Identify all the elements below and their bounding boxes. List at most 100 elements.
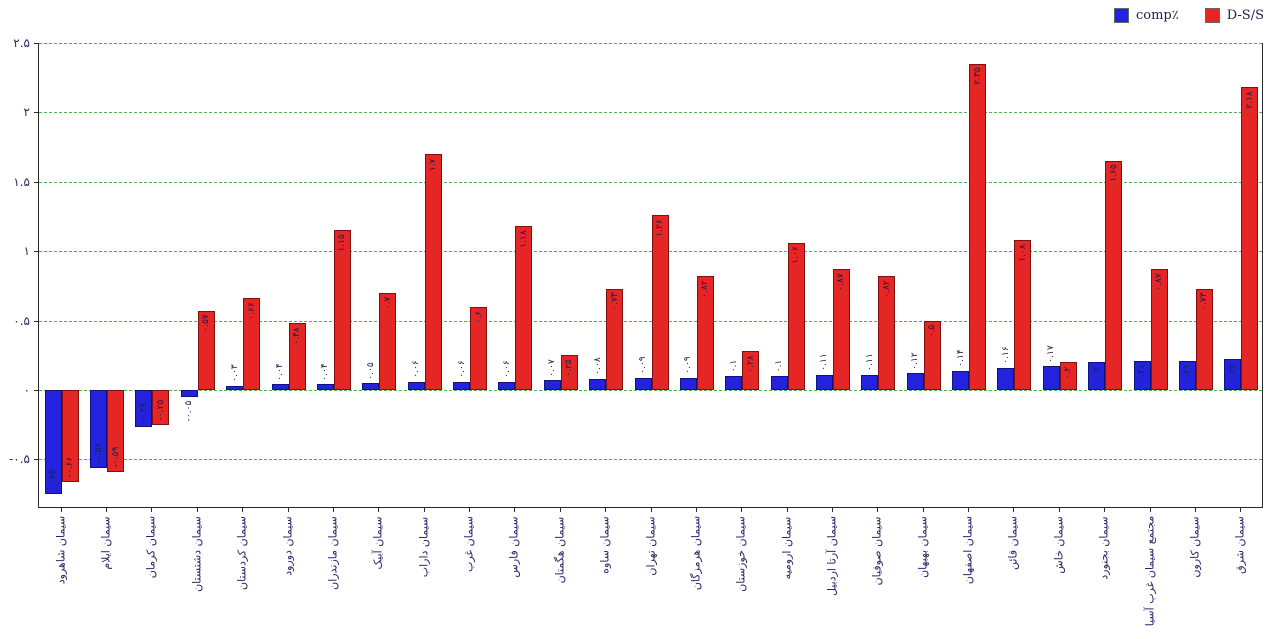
bar-value-label: ۰.۱۴ bbox=[955, 349, 966, 367]
x-tick-label: سیمان هرمزگان bbox=[689, 515, 703, 591]
x-tick bbox=[151, 508, 153, 512]
bar-value-label: ۰.۰۹ bbox=[638, 356, 648, 374]
bar-comp bbox=[861, 374, 879, 390]
bar-value-label: -۰.۶۶ bbox=[65, 456, 76, 478]
bar-comp bbox=[952, 370, 970, 390]
bar-value-label: ۰.۸۲ bbox=[700, 280, 711, 298]
bar-value-label: ۰.۰۶ bbox=[501, 360, 512, 378]
bar-dss bbox=[1195, 288, 1213, 390]
x-tick-label: سیمان قائن bbox=[1006, 516, 1020, 570]
bar-dss bbox=[1059, 362, 1077, 390]
x-tick bbox=[650, 508, 652, 512]
bar-dss bbox=[651, 215, 669, 390]
bar-dss bbox=[787, 242, 805, 390]
x-tick-label: سیمان دورود bbox=[281, 516, 295, 576]
x-tick bbox=[695, 508, 697, 512]
bar-value-label: ۰.۱۶ bbox=[1000, 346, 1011, 364]
x-tick bbox=[332, 508, 334, 512]
bar-value-label: ۱.۱۵ bbox=[337, 234, 348, 252]
legend-item-comp: comp٪ bbox=[1114, 8, 1179, 23]
bar-dss bbox=[379, 292, 397, 390]
y-tick-label: ۱.۵ bbox=[13, 174, 30, 189]
legend-swatch-dss bbox=[1204, 8, 1220, 23]
bar-value-label: ۰.۱۱ bbox=[819, 353, 830, 371]
legend-label: D-S/S bbox=[1226, 8, 1264, 23]
bar-dss bbox=[1150, 269, 1168, 390]
bar-dss bbox=[333, 230, 351, 390]
bar-dss bbox=[152, 390, 170, 425]
x-tick-label: سیمان تهران bbox=[644, 515, 657, 576]
x-tick bbox=[1058, 508, 1060, 512]
x-tick bbox=[1104, 508, 1106, 512]
x-tick bbox=[1149, 508, 1151, 512]
bar-value-label: ۰.۲۲ bbox=[1227, 363, 1238, 381]
x-tick bbox=[559, 508, 561, 512]
plot-area: -۰.۷۵ -۰.۶۶ -۰.۵۶ -۰.۵۹ -۰.۲۷ -۰.۲۵ -۰.۰۵ ۰.۵۷ ۰… bbox=[38, 43, 1263, 508]
grid-line bbox=[39, 320, 1262, 322]
x-tick bbox=[514, 508, 516, 512]
x-tick-label: سیمان خاش bbox=[1052, 515, 1066, 574]
bar-comp bbox=[589, 378, 607, 390]
grid-line bbox=[39, 390, 1262, 391]
bar-value-label: ۱.۰۶ bbox=[791, 246, 802, 265]
bar-comp bbox=[407, 381, 425, 390]
bar-comp bbox=[815, 374, 833, 390]
x-tick-label: سیمان هگمتان bbox=[553, 516, 567, 583]
bar-value-label: ۰.۷ bbox=[382, 297, 393, 310]
x-tick-label: سیمان شرق bbox=[1233, 516, 1247, 574]
bar-comp bbox=[997, 367, 1015, 390]
x-tick-label: سیمان بجنورد bbox=[1097, 515, 1111, 580]
bar-comp bbox=[44, 390, 62, 495]
x-tick bbox=[196, 508, 198, 512]
bar-value-label: -۰.۲۷ bbox=[138, 402, 149, 424]
grid-line bbox=[39, 181, 1262, 183]
bar-value-label: -۰.۲۵ bbox=[155, 399, 166, 421]
grid-line bbox=[39, 43, 1262, 44]
bar-value-label: ۰.۲۱ bbox=[1137, 364, 1148, 383]
y-tick bbox=[34, 251, 38, 253]
bar-value-label: ۰.۲ bbox=[1063, 366, 1074, 380]
y-tick-label: ۱ bbox=[23, 244, 30, 259]
bar-value-label: ۰.۸۲ bbox=[881, 280, 892, 298]
x-tick bbox=[60, 508, 62, 512]
grid-line bbox=[39, 459, 1262, 461]
bar-value-label: ۱.۶۵ bbox=[1108, 164, 1119, 183]
x-tick-label: سیمان فارس bbox=[507, 515, 521, 578]
x-tick bbox=[605, 508, 607, 512]
x-tick bbox=[423, 508, 425, 512]
bar-dss bbox=[696, 276, 714, 390]
bar-value-label: -۰.۷۵ bbox=[48, 469, 59, 490]
x-tick-label: سیمان کارون bbox=[1188, 515, 1202, 578]
bar-dss bbox=[61, 390, 79, 482]
bar-comp bbox=[1042, 366, 1060, 390]
legend-label: comp٪ bbox=[1136, 8, 1179, 23]
bar-value-label: ۰.۲۱ bbox=[1182, 364, 1193, 383]
x-tick bbox=[922, 508, 924, 512]
bar-comp bbox=[679, 377, 697, 390]
bar-value-label: ۱.۱۸ bbox=[518, 230, 529, 248]
bar-value-label: ۰.۰۷ bbox=[547, 359, 558, 377]
bar-comp bbox=[90, 390, 108, 468]
bar-dss bbox=[969, 63, 987, 390]
bar-value-label: ۰.۸۷ bbox=[836, 273, 847, 291]
bar-value-label: ۰.۲ bbox=[1091, 366, 1102, 380]
bar-value-label: ۰.۰۴ bbox=[275, 363, 286, 381]
y-tick bbox=[34, 459, 38, 461]
legend-item-dss: D-S/S bbox=[1204, 8, 1264, 23]
x-tick bbox=[378, 508, 380, 512]
bar-value-label: ۰.۰۹ bbox=[683, 356, 694, 374]
bar-dss bbox=[515, 226, 533, 390]
x-tick-label: سیمان بهبهان bbox=[916, 516, 930, 578]
y-tick bbox=[34, 112, 38, 114]
bar-comp bbox=[1088, 362, 1106, 390]
bar-comp bbox=[1133, 360, 1151, 390]
x-tick-label: سیمان صوفیان bbox=[870, 516, 884, 585]
bar-value-label: ۰.۰۴ bbox=[320, 363, 331, 381]
x-tick-label: مجتمع سیمان غرب آسیا bbox=[1143, 515, 1157, 627]
x-tick bbox=[1013, 508, 1015, 512]
x-tick bbox=[242, 508, 244, 512]
bar-dss bbox=[1105, 160, 1123, 390]
bar-comp bbox=[906, 373, 924, 390]
x-tick-label: سیمان آبیک bbox=[371, 515, 385, 570]
bar-dss bbox=[107, 390, 125, 472]
